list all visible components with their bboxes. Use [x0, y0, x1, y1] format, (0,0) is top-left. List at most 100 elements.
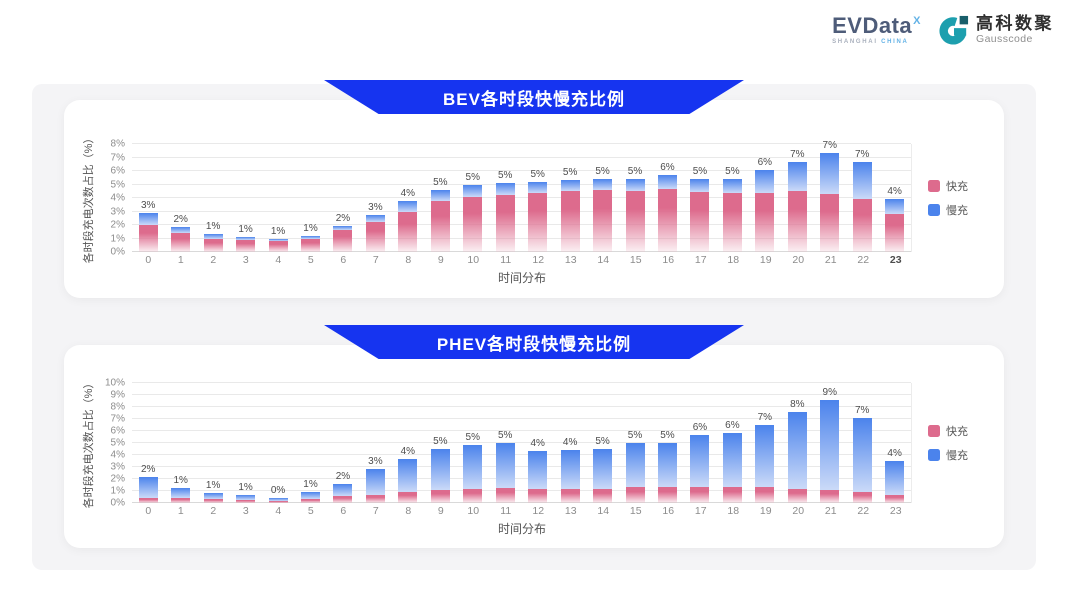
bar-column[interactable]: 2%: [164, 144, 196, 252]
bar-segment-fast[interactable]: [203, 238, 223, 252]
bar-column[interactable]: 5%: [424, 383, 456, 503]
bar-segment-fast[interactable]: [593, 189, 613, 252]
bar-segment-fast[interactable]: [171, 233, 191, 252]
bar-segment-fast[interactable]: [268, 240, 288, 252]
bar-column[interactable]: 3%: [359, 144, 391, 252]
bar-column[interactable]: 1%: [294, 144, 326, 252]
bar-segment-fast[interactable]: [430, 489, 450, 503]
bar-column[interactable]: 2%: [327, 383, 359, 503]
bar-column[interactable]: 5%: [424, 144, 456, 252]
bar-column[interactable]: 0%: [262, 383, 294, 503]
bar-column[interactable]: 5%: [586, 383, 618, 503]
bar-segment-fast[interactable]: [787, 488, 807, 503]
bar-segment-fast[interactable]: [852, 199, 872, 252]
bar-segment-slow[interactable]: [852, 161, 872, 200]
bar-segment-slow[interactable]: [430, 189, 450, 201]
bar-column[interactable]: 1%: [229, 144, 261, 252]
bar-column[interactable]: 1%: [197, 383, 229, 503]
bar-segment-slow[interactable]: [463, 445, 483, 489]
legend-item-slow[interactable]: 慢充: [928, 202, 992, 218]
bar-segment-fast[interactable]: [625, 487, 645, 503]
bar-column[interactable]: 7%: [846, 383, 878, 503]
bar-segment-slow[interactable]: [495, 183, 515, 196]
bar-column[interactable]: 4%: [878, 144, 910, 252]
bar-column[interactable]: 5%: [716, 144, 748, 252]
bar-segment-fast[interactable]: [463, 488, 483, 503]
bar-segment-fast[interactable]: [463, 196, 483, 252]
bar-column[interactable]: 7%: [781, 144, 813, 252]
bar-segment-slow[interactable]: [236, 495, 256, 500]
bar-column[interactable]: 5%: [457, 383, 489, 503]
bar-segment-slow[interactable]: [268, 497, 288, 501]
bar-segment-slow[interactable]: [852, 417, 872, 492]
bar-segment-fast[interactable]: [560, 191, 580, 252]
bar-segment-fast[interactable]: [528, 488, 548, 503]
bar-segment-fast[interactable]: [657, 189, 677, 252]
bar-column[interactable]: 7%: [846, 144, 878, 252]
bar-segment-fast[interactable]: [300, 238, 320, 252]
bar-segment-fast[interactable]: [300, 498, 320, 503]
bar-column[interactable]: 8%: [781, 383, 813, 503]
bar-segment-slow[interactable]: [593, 449, 613, 489]
bar-segment-slow[interactable]: [300, 235, 320, 239]
bar-segment-slow[interactable]: [365, 469, 385, 495]
legend-item-slow[interactable]: 慢充: [928, 447, 992, 463]
bar-column[interactable]: 5%: [489, 144, 521, 252]
bar-segment-slow[interactable]: [885, 199, 905, 215]
bar-segment-fast[interactable]: [398, 492, 418, 503]
bar-segment-fast[interactable]: [885, 494, 905, 503]
bar-segment-slow[interactable]: [528, 451, 548, 489]
bar-segment-fast[interactable]: [268, 500, 288, 503]
bar-column[interactable]: 5%: [554, 144, 586, 252]
bar-segment-slow[interactable]: [690, 179, 710, 192]
bar-segment-slow[interactable]: [138, 476, 158, 498]
bar-segment-fast[interactable]: [722, 193, 742, 252]
bar-column[interactable]: 7%: [814, 140, 846, 252]
bar-segment-fast[interactable]: [625, 190, 645, 252]
bar-segment-slow[interactable]: [398, 200, 418, 212]
bar-segment-fast[interactable]: [365, 494, 385, 503]
bar-segment-fast[interactable]: [722, 486, 742, 503]
bar-column[interactable]: 5%: [619, 144, 651, 252]
bar-segment-slow[interactable]: [820, 153, 840, 194]
bar-column[interactable]: 4%: [392, 383, 424, 503]
bar-column[interactable]: 5%: [651, 383, 683, 503]
bar-column[interactable]: 4%: [392, 144, 424, 252]
bar-column[interactable]: 7%: [749, 383, 781, 503]
bar-segment-slow[interactable]: [138, 212, 158, 225]
bar-segment-fast[interactable]: [560, 488, 580, 503]
bar-segment-fast[interactable]: [690, 486, 710, 503]
bar-segment-fast[interactable]: [236, 239, 256, 252]
bar-segment-fast[interactable]: [203, 499, 223, 503]
bar-column[interactable]: 1%: [294, 383, 326, 503]
bar-column[interactable]: 9%: [814, 383, 846, 503]
bar-segment-slow[interactable]: [398, 458, 418, 493]
bar-segment-slow[interactable]: [171, 488, 191, 499]
bar-segment-slow[interactable]: [495, 443, 515, 488]
bar-segment-slow[interactable]: [236, 237, 256, 240]
bar-column[interactable]: 6%: [749, 144, 781, 252]
legend-item-fast[interactable]: 快充: [928, 178, 992, 194]
bar-segment-fast[interactable]: [333, 230, 353, 252]
bar-segment-slow[interactable]: [560, 180, 580, 192]
bar-column[interactable]: 4%: [554, 383, 586, 503]
bar-column[interactable]: 5%: [684, 144, 716, 252]
bar-segment-slow[interactable]: [755, 169, 775, 193]
bar-segment-fast[interactable]: [138, 225, 158, 252]
bar-segment-fast[interactable]: [755, 192, 775, 252]
bar-segment-slow[interactable]: [171, 227, 191, 234]
bar-column[interactable]: 4%: [878, 383, 910, 503]
bar-segment-slow[interactable]: [722, 433, 742, 487]
bar-segment-slow[interactable]: [690, 434, 710, 487]
bar-segment-fast[interactable]: [657, 486, 677, 503]
bar-segment-fast[interactable]: [820, 489, 840, 503]
bar-column[interactable]: 2%: [132, 383, 164, 503]
bar-column[interactable]: 5%: [489, 383, 521, 503]
bar-segment-fast[interactable]: [398, 211, 418, 252]
bar-segment-fast[interactable]: [852, 491, 872, 503]
bar-column[interactable]: 3%: [132, 144, 164, 252]
bar-column[interactable]: 6%: [684, 383, 716, 503]
bar-segment-fast[interactable]: [333, 495, 353, 503]
bar-segment-slow[interactable]: [528, 181, 548, 193]
bar-segment-slow[interactable]: [593, 179, 613, 190]
